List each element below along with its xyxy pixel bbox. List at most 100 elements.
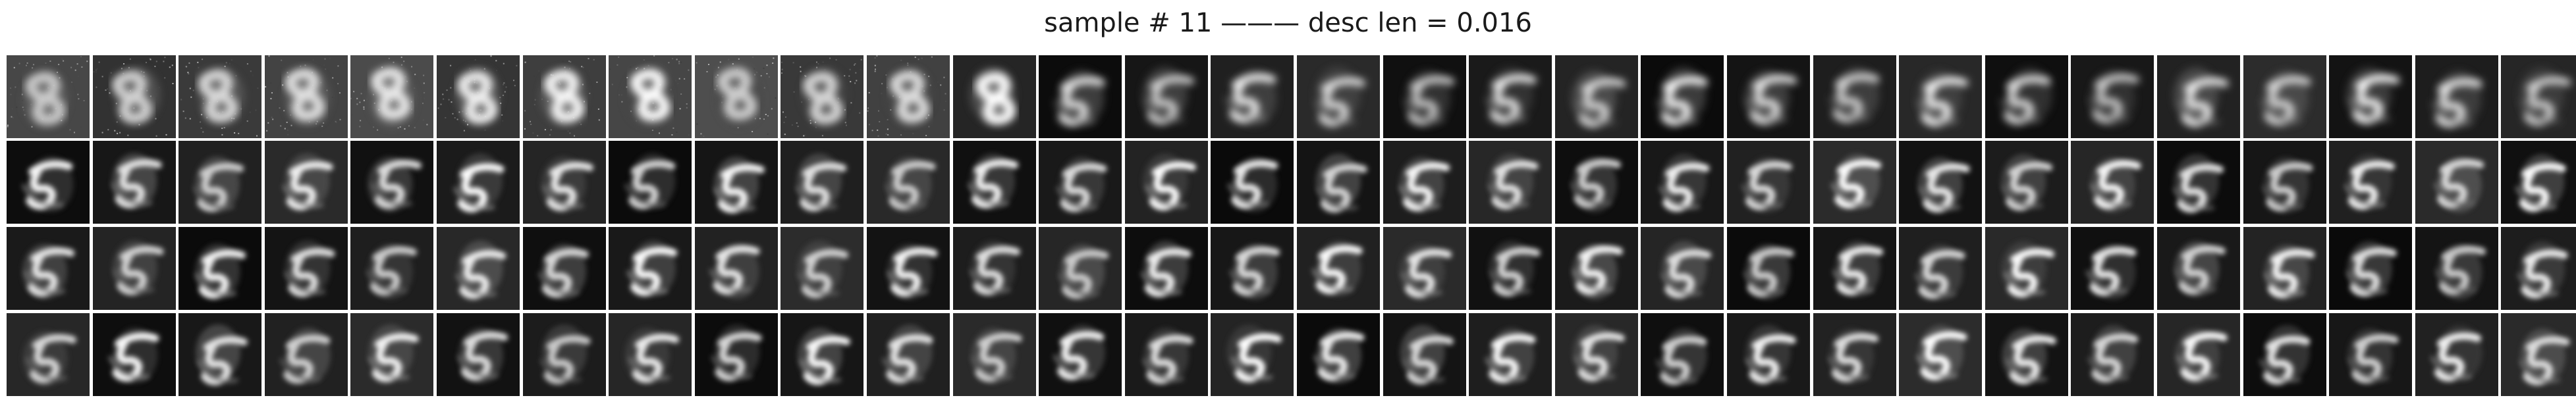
- sample-tile: [523, 227, 606, 310]
- sample-tile: [781, 141, 863, 224]
- sample-tile: [695, 141, 778, 224]
- sample-tile: [1899, 55, 1982, 138]
- sample-tile: [7, 141, 90, 224]
- sample-tile: [1211, 55, 1294, 138]
- sample-tile: [1727, 227, 1810, 310]
- sample-tile: [2415, 313, 2498, 396]
- sample-tile: [2243, 55, 2326, 138]
- sample-tile: [2071, 141, 2154, 224]
- sample-tile: [93, 227, 176, 310]
- sample-tile: [609, 55, 692, 138]
- sample-tile: [1383, 141, 1466, 224]
- sample-tile: [1039, 313, 1122, 396]
- sample-tile: [1469, 55, 1552, 138]
- sample-tile: [1813, 313, 1896, 396]
- sample-tile: [265, 227, 348, 310]
- sample-tile: [437, 141, 520, 224]
- sample-tile: [1727, 141, 1810, 224]
- sample-tile: [178, 313, 261, 396]
- sample-tile: [1727, 313, 1810, 396]
- sample-tile: [1555, 313, 1638, 396]
- sample-tile: [2501, 55, 2576, 138]
- sample-tile: [2415, 55, 2498, 138]
- sample-tile: [1383, 227, 1466, 310]
- sample-tile: [1899, 141, 1982, 224]
- sample-tile: [2329, 227, 2412, 310]
- sample-tile: [1297, 141, 1380, 224]
- sample-tile: [609, 141, 692, 224]
- sample-tile: [953, 313, 1036, 396]
- sample-tile: [178, 141, 261, 224]
- sample-tile: [2415, 227, 2498, 310]
- sample-tile: [1985, 141, 2068, 224]
- sample-tile: [1727, 55, 1810, 138]
- sample-tile: [1211, 227, 1294, 310]
- sample-tile: [1555, 227, 1638, 310]
- sample-tile: [523, 313, 606, 396]
- sample-tile: [178, 227, 261, 310]
- sample-tile: [1125, 313, 1208, 396]
- sample-tile: [93, 313, 176, 396]
- sample-tile: [2157, 227, 2240, 310]
- sample-tile: [523, 55, 606, 138]
- sample-tile: [1985, 313, 2068, 396]
- sample-tile: [2501, 313, 2576, 396]
- sample-tile: [2157, 141, 2240, 224]
- sample-tile: [1383, 55, 1466, 138]
- sample-tile: [695, 313, 778, 396]
- sample-tile: [1813, 55, 1896, 138]
- sample-tile: [1469, 313, 1552, 396]
- sample-tile: [1813, 227, 1896, 310]
- sample-tile: [1641, 227, 1724, 310]
- sample-tile: [2501, 227, 2576, 310]
- sample-tile: [1813, 141, 1896, 224]
- sample-tile: [178, 55, 261, 138]
- sample-tile: [7, 55, 90, 138]
- sample-tile: [609, 227, 692, 310]
- sample-tile: [781, 227, 863, 310]
- sample-tile: [350, 313, 433, 396]
- sample-tile: [1039, 55, 1122, 138]
- sample-tile: [437, 227, 520, 310]
- sample-tile: [695, 227, 778, 310]
- sample-tile: [93, 141, 176, 224]
- sample-tile: [1125, 55, 1208, 138]
- sample-tile: [1211, 141, 1294, 224]
- sample-tile: [1211, 313, 1294, 396]
- sample-tile: [1985, 55, 2068, 138]
- sample-tile: [953, 55, 1036, 138]
- sample-tile: [867, 227, 950, 310]
- sample-tile: [1641, 55, 1724, 138]
- sample-tile: [867, 313, 950, 396]
- sample-tile: [1899, 313, 1982, 396]
- sample-tile: [2157, 55, 2240, 138]
- sample-tile: [2329, 141, 2412, 224]
- sample-tile: [1297, 313, 1380, 396]
- sample-tile: [7, 227, 90, 310]
- sample-tile: [1383, 313, 1466, 396]
- sample-tile: [2071, 313, 2154, 396]
- sample-tile: [350, 141, 433, 224]
- sample-tile: [1125, 227, 1208, 310]
- sample-tile: [1039, 227, 1122, 310]
- sample-tile: [7, 313, 90, 396]
- sample-tile: [1297, 55, 1380, 138]
- sample-tile: [2157, 313, 2240, 396]
- sample-tile: [2243, 227, 2326, 310]
- sample-tile: [93, 55, 176, 138]
- sample-tile: [953, 227, 1036, 310]
- sample-tile: [265, 141, 348, 224]
- sample-tile: [523, 141, 606, 224]
- sample-tile: [2243, 141, 2326, 224]
- sample-tile: [1555, 141, 1638, 224]
- sample-tile: [1469, 141, 1552, 224]
- sample-tile: [1985, 227, 2068, 310]
- sample-tile: [1469, 227, 1552, 310]
- sample-tile: [265, 313, 348, 396]
- sample-tile: [1125, 141, 1208, 224]
- sample-tile: [2415, 141, 2498, 224]
- sample-tile: [609, 313, 692, 396]
- sample-tile: [350, 55, 433, 138]
- sample-tile: [1641, 141, 1724, 224]
